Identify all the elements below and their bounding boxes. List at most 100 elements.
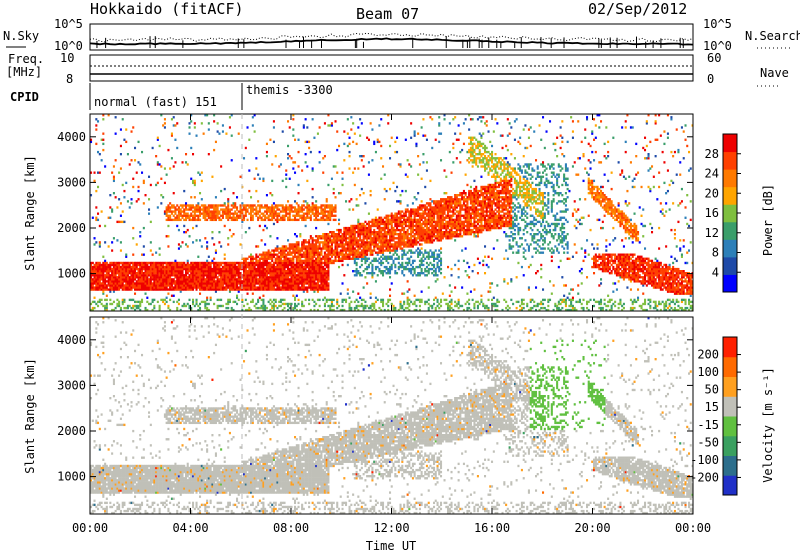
power-cell [361,229,363,231]
power-cell [167,245,169,247]
power-cell [229,284,231,286]
power-cell [285,274,287,276]
power-cell [414,241,416,243]
power-cell [396,241,398,243]
power-cell [127,268,129,270]
power-cell [102,288,104,290]
power-cell [259,204,261,206]
power-cell [131,202,133,204]
power-cell [350,198,352,200]
power-cell [298,266,300,268]
power-cell [273,288,275,290]
power-cell [201,274,203,276]
power-cell [375,239,377,241]
power-cell [255,274,257,276]
power-cell [97,268,99,270]
power-cell [213,288,215,290]
power-cell [229,276,231,278]
power-cell [340,258,342,260]
power-cell [298,215,300,217]
power-cell [243,208,245,210]
power-cell [289,282,291,284]
power-cell [264,305,266,307]
power-cell [243,280,245,282]
power-cell [255,272,257,274]
power-cell [433,299,435,301]
power-cell [268,256,270,258]
power-cell [129,262,131,264]
power-cell [213,276,215,278]
power-cell [417,256,419,258]
power-cell [250,196,252,198]
power-cell [276,282,278,284]
power-cell [169,274,171,276]
power-cell [99,272,101,274]
power-cell [153,307,155,309]
power-cell [327,247,329,249]
power-cell [247,276,249,278]
power-cell [299,262,301,264]
power-cell [255,258,257,260]
power-cell [340,245,342,247]
power-cell [261,307,263,309]
power-cell [199,208,201,210]
power-cell [111,282,113,284]
power-cell [250,206,252,208]
power-cell [174,213,176,215]
power-cell [357,270,359,272]
power-cell [171,286,173,288]
power-cell [183,210,185,212]
power-cell [426,215,428,217]
power-cell [111,262,113,264]
power-cell [357,239,359,241]
power-cell [259,258,261,260]
power-cell [306,206,308,208]
power-cell [120,215,122,217]
power-cell [363,305,365,307]
power-cell [248,169,250,171]
date-title: 02/Sep/2012 [588,0,687,18]
power-cell [225,280,227,282]
power-cell [250,262,252,264]
power-cell [357,241,359,243]
power-cell [313,280,315,282]
power-cell [310,258,312,260]
power-cell [417,225,419,227]
power-cell [310,260,312,262]
power-cell [159,163,161,165]
power-cell [231,204,233,206]
power-cell [113,180,115,182]
power-cell [350,258,352,260]
power-cell [410,223,412,225]
power-cell [327,206,329,208]
power-cell [335,120,337,122]
power-cell [173,278,175,280]
power-cell [236,295,238,297]
power-cell [122,303,124,305]
power-cell [255,286,257,288]
power-cell [102,278,104,280]
power-cell [387,258,389,260]
power-cell [259,280,261,282]
power-cell [234,217,236,219]
power-cell [415,305,417,307]
power-cell [123,284,125,286]
power-cell [178,229,180,231]
power-cell [294,272,296,274]
power-cell [148,198,150,200]
power-cell [229,264,231,266]
power-cell [428,264,430,266]
power-cell [204,219,206,221]
power-cell [333,305,335,307]
power-cell [363,258,365,260]
power-cell [139,274,141,276]
power-cell [291,243,293,245]
station-title: Hokkaido (fitACF) [90,0,244,18]
power-cell [129,288,131,290]
power-cell [359,194,361,196]
power-cell [299,256,301,258]
power-cell [113,291,115,293]
power-cell [192,268,194,270]
power-cell [315,276,317,278]
power-cell [414,225,416,227]
